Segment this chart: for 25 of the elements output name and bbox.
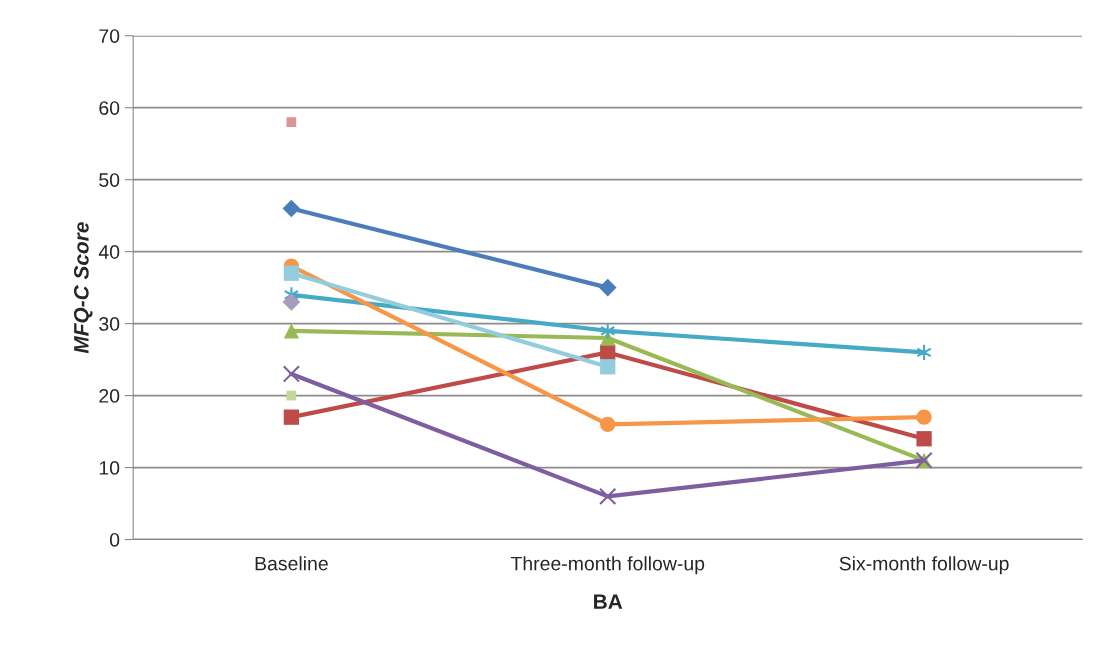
x-tick-label: Six-month follow-up: [839, 556, 1009, 575]
y-tick-label: 70: [99, 29, 120, 43]
point: [599, 487, 617, 505]
y-tick-label: 20: [99, 389, 120, 403]
point: [916, 431, 932, 447]
point: [283, 265, 300, 281]
y-tick-label: 30: [99, 317, 120, 331]
point: [916, 409, 932, 425]
point: [282, 293, 301, 311]
y-tick-label: 10: [99, 461, 120, 475]
point: [282, 365, 301, 383]
point: [282, 199, 301, 218]
point: [283, 409, 300, 425]
y-axis-title: MFQ-C Score: [73, 222, 93, 354]
point: [283, 323, 300, 339]
y-tick-label: 60: [99, 101, 120, 115]
x-tick-label: Baseline: [255, 556, 328, 571]
point: [598, 278, 617, 297]
y-tick-label: 40: [98, 245, 120, 259]
point: [600, 416, 616, 432]
x-axis-title: BA: [594, 594, 623, 609]
y-tick-label: 50: [99, 173, 120, 187]
x-tick-label: Three-month follow-up: [510, 556, 705, 575]
point: [600, 359, 616, 375]
y-tick-label: 0: [109, 532, 120, 547]
